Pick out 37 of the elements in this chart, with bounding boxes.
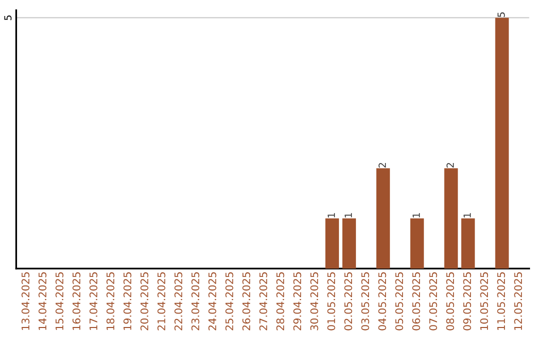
data-label: 1 [328, 213, 335, 218]
x-tick-label: 16.04.2025 [72, 272, 80, 330]
data-label: 2 [378, 163, 386, 168]
x-tick-label: 26.04.2025 [242, 272, 250, 330]
x-tick-label: 14.04.2025 [38, 272, 46, 330]
data-label: 1 [464, 213, 471, 218]
data-label: 2 [446, 163, 454, 168]
x-tick-label: 29.04.2025 [293, 272, 302, 330]
x-tick-label: 22.04.2025 [174, 272, 182, 330]
x-tick-label: 02.05.2025 [344, 272, 352, 330]
x-tick-label: 21.04.2025 [157, 272, 166, 330]
x-tick-label: 09.05.2025 [463, 272, 472, 330]
x-tick-label: 03.05.2025 [361, 272, 370, 330]
x-tick-label: 11.05.2025 [497, 272, 506, 330]
data-label: 1 [412, 213, 420, 218]
x-tick-label: 20.04.2025 [140, 272, 148, 330]
x-tick-label: 10.05.2025 [480, 272, 488, 330]
data-label: 5 [498, 12, 505, 17]
x-tick-label: 28.04.2025 [276, 272, 284, 330]
x-tick-label: 23.04.2025 [191, 272, 200, 330]
x-tick-label: 01.05.2025 [327, 272, 336, 330]
x-tick-label: 19.04.2025 [123, 272, 132, 330]
x-tick-label: 18.04.2025 [106, 272, 114, 330]
x-tick-label: 12.05.2025 [514, 272, 522, 330]
x-tick-label: 17.04.2025 [89, 272, 98, 330]
x-tick-label: 13.04.2025 [22, 272, 30, 330]
x-tick-label: 24.04.2025 [208, 272, 216, 330]
x-tick-label: 05.05.2025 [395, 272, 404, 330]
x-tick-label: 04.05.2025 [378, 272, 386, 330]
x-tick-label: 15.04.2025 [56, 272, 64, 330]
x-tick-label: 08.05.2025 [446, 272, 454, 330]
x-tick-label: 07.05.2025 [429, 272, 438, 330]
x-tick-label: 06.05.2025 [412, 272, 420, 330]
x-tick-label: 27.04.2025 [259, 272, 268, 330]
x-tick-label: 25.04.2025 [225, 272, 234, 330]
data-label: 1 [344, 213, 352, 218]
x-tick-label: 30.04.2025 [310, 272, 318, 330]
